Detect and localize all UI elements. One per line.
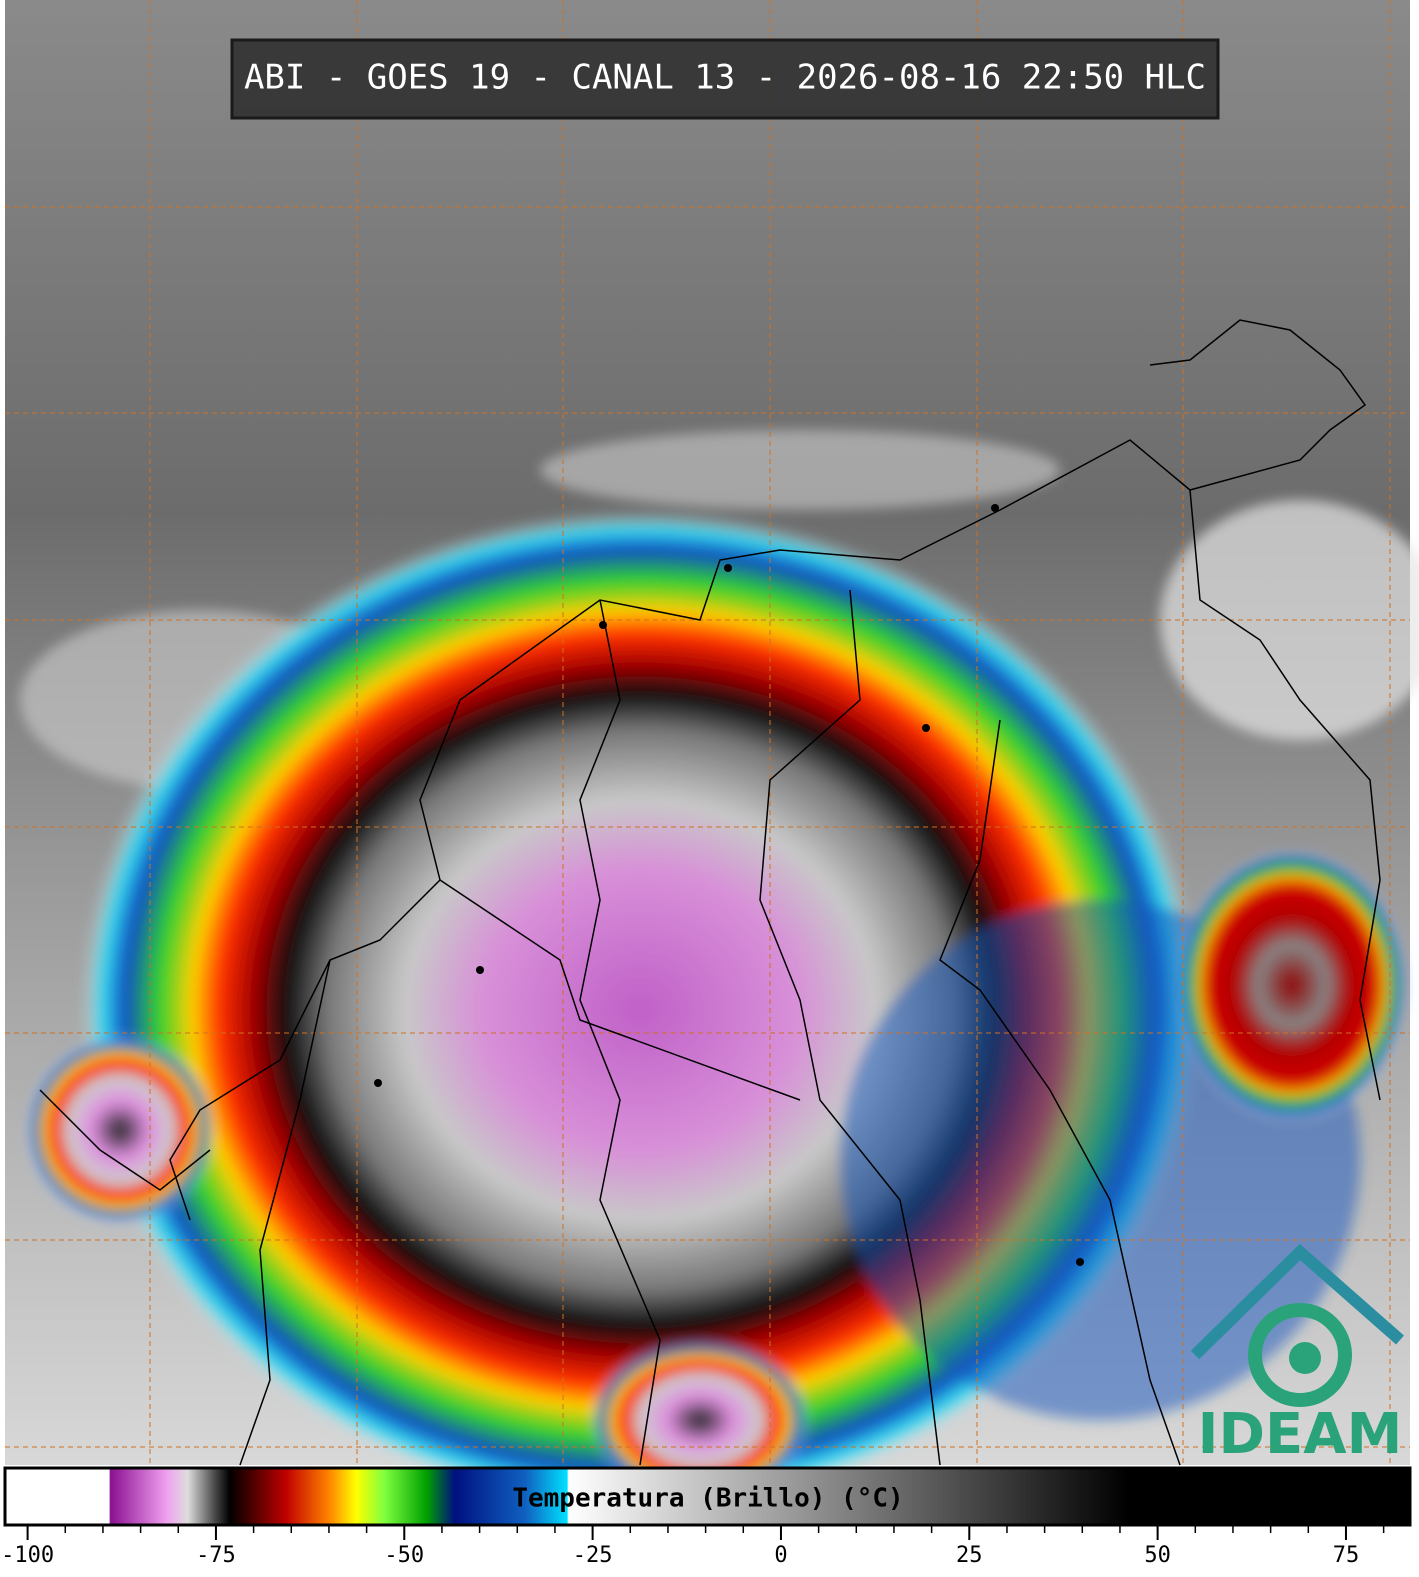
coastlines <box>39 319 1381 1466</box>
title-box <box>230 38 1220 120</box>
title: ABI - GOES 19 - CANAL 13 - 2026-08-16 22… <box>244 58 1206 98</box>
logo-swirl <box>1248 1303 1352 1407</box>
tick-label: 0 <box>774 1543 787 1568</box>
tick-label: 75 <box>1333 1543 1360 1568</box>
colorbar-axis: -100 -75 -50 -25 0 25 50 75 <box>1 1526 1385 1568</box>
logo-roof <box>1190 1243 1404 1360</box>
logo-eye <box>1289 1342 1321 1374</box>
city-markers <box>374 504 1084 1266</box>
tick-label: -25 <box>573 1543 613 1568</box>
colorbar <box>3 1466 1412 1527</box>
tick-label: -75 <box>196 1543 236 1568</box>
logo-text: IDEAM <box>1198 1402 1403 1467</box>
tick-label: -100 <box>1 1543 54 1568</box>
tick-label: -50 <box>384 1543 424 1568</box>
graticule <box>5 0 1410 1465</box>
cloud-field <box>20 430 1419 1510</box>
colorbar-label: Temperatura (Brillo) (°C) <box>512 1484 903 1514</box>
tick-label: 50 <box>1144 1543 1171 1568</box>
logo: IDEAM <box>1190 1243 1404 1467</box>
tick-label: 25 <box>956 1543 983 1568</box>
